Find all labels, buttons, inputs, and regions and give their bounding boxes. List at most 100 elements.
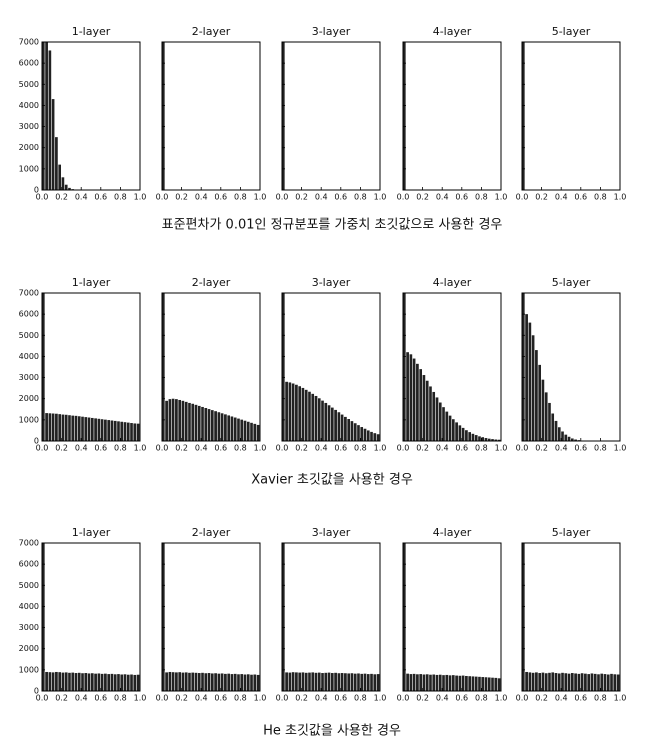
histogram-bar [531,335,535,441]
histogram-bar [100,419,104,441]
panel-title: 5-layer [552,526,591,539]
axes-frame [161,41,261,191]
histogram-bar [327,405,331,441]
x-tick-label: 0.0 [276,193,289,202]
histogram-bar [344,673,347,691]
histogram-bar [376,674,380,691]
histogram-bar [162,543,165,691]
histogram-bar [298,672,301,691]
histogram-bar [295,672,298,691]
axes-frame [161,542,261,692]
histogram-bar [104,419,107,441]
histogram-bar [204,408,208,441]
x-tick-label: 0.4 [315,694,328,703]
x-tick-label: 0.2 [535,193,548,202]
histogram-bar [240,674,244,691]
y-tick-label: 1000 [19,415,39,424]
histogram-bar [71,672,75,691]
histogram-bar [561,431,564,441]
histogram-bar [416,363,419,441]
histogram-bar [474,676,478,691]
histogram-bar [288,382,292,441]
histogram-bar [487,677,491,691]
histogram-bar [117,674,120,691]
histogram-bar [68,187,71,190]
histogram-bar [557,673,561,691]
y-tick-label: 2000 [19,644,39,653]
histogram-bar [429,674,432,691]
histogram-bar [162,293,165,441]
axes-frame [521,542,621,692]
histogram-bar [61,177,65,190]
panel-title: 3-layer [312,276,351,289]
histogram-bar [74,415,78,441]
histogram-bar [256,424,260,441]
histogram-bar [308,391,311,441]
histogram-bar [133,423,137,441]
histogram-bar [497,678,501,691]
x-tick-label: 0.2 [535,444,548,453]
histogram-bar [207,409,211,441]
histogram-bar [353,423,357,441]
histogram-bar [68,672,71,691]
histogram-bar [45,42,48,190]
histogram-bar [81,673,84,691]
histogram-bar [217,673,221,691]
histogram-bar [42,293,45,441]
histogram-bar [324,402,328,441]
histogram-bar [237,674,240,691]
x-tick-label: 0.6 [574,444,587,453]
x-tick-label: 0.0 [276,694,289,703]
x-tick-label: 0.0 [276,444,289,453]
histogram-bar [42,42,45,190]
x-tick-label: 0.8 [114,694,127,703]
plot-area [42,293,140,441]
histogram-bar [406,673,409,691]
histogram-bar [91,673,94,691]
histogram-bar [197,673,201,691]
histogram-bar [191,672,195,691]
histogram-bar [419,369,422,441]
histogram-bar [535,672,538,691]
histogram-bar [61,414,65,441]
x-tick-label: 1.0 [614,193,627,202]
axes-frame [402,542,502,692]
axes-frame [521,292,621,442]
histogram-bar [233,673,237,691]
histogram-bar [191,403,195,441]
histogram-bar [538,364,541,441]
histogram-bar [301,672,305,691]
histogram-bar [211,410,214,441]
x-tick-label: 1.0 [495,193,508,202]
histogram-bar [87,673,91,691]
histogram-bar [168,399,172,441]
y-tick-label: 1000 [19,665,39,674]
axes-frame [41,542,141,692]
histogram-bar [94,673,97,691]
histogram-bar [403,293,406,441]
histogram-bar [250,674,253,691]
histogram-bar [442,675,445,691]
histogram-bar [465,430,468,441]
x-tick-label: 1.0 [495,694,508,703]
histogram-bar [403,42,406,190]
histogram-bar [304,672,308,691]
y-tick-label: 1000 [19,164,39,173]
histogram-bar [468,676,471,691]
x-tick-label: 0.4 [436,694,449,703]
histogram-bar [564,673,568,691]
plot-area [282,42,285,190]
panel-title: 1-layer [72,276,111,289]
histogram-bar [616,674,620,691]
histogram-bar [317,672,321,691]
y-tick-label: 3000 [19,623,39,632]
histogram-bar [429,386,432,441]
histogram-bar [538,673,541,691]
histogram-bar [461,675,465,691]
histogram-bar [471,433,475,441]
y-tick-label: 4000 [19,352,39,361]
histogram-bar [554,420,558,441]
histogram-bar [311,672,315,691]
